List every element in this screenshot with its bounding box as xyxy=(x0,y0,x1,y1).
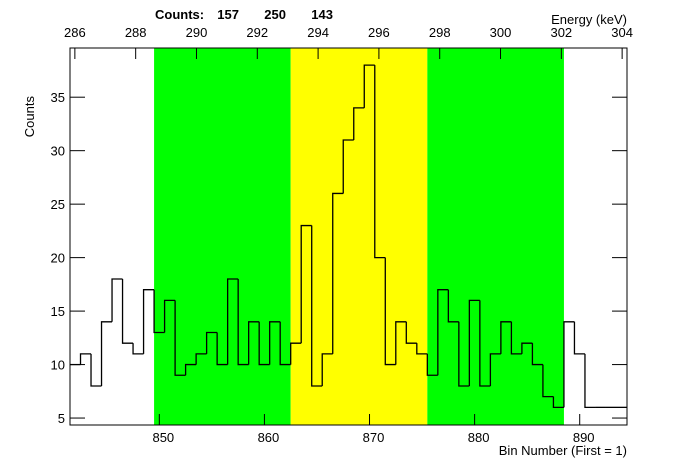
plot-frame xyxy=(69,47,628,426)
histogram-bin xyxy=(290,342,302,365)
y-tick-label: 10 xyxy=(51,358,65,373)
histogram-bin xyxy=(216,332,228,366)
histogram-bin xyxy=(542,364,554,398)
x-tick-label: 870 xyxy=(363,430,385,445)
histogram-bin xyxy=(584,353,596,409)
histogram-bin xyxy=(521,342,533,354)
histogram-bin xyxy=(437,289,449,376)
histogram-bin xyxy=(311,225,323,387)
histogram-bin xyxy=(363,64,375,108)
histogram-bin xyxy=(489,353,501,386)
x2-tick-label: 298 xyxy=(429,25,451,40)
region xyxy=(154,48,291,425)
y-tick-label: 25 xyxy=(51,197,65,212)
histogram-bin xyxy=(237,279,249,366)
histogram-bin xyxy=(384,257,396,366)
x-tick-label: 890 xyxy=(573,430,595,445)
histogram-bin xyxy=(479,300,491,387)
histogram-bin xyxy=(552,396,564,409)
histogram-bin xyxy=(153,289,165,334)
histogram-bin xyxy=(510,321,522,355)
x2-tick-label: 292 xyxy=(246,25,268,40)
region xyxy=(427,48,564,425)
histogram-bin xyxy=(300,224,312,344)
region-count: 143 xyxy=(311,7,333,22)
histogram-bin xyxy=(500,321,512,354)
x2-tick-label: 296 xyxy=(368,25,390,40)
region-count: 157 xyxy=(217,7,239,22)
histogram-bin xyxy=(226,278,239,365)
x-tick-label: 880 xyxy=(468,430,490,445)
histogram-bin xyxy=(279,321,291,366)
histogram-bin xyxy=(426,353,438,376)
histogram-bin xyxy=(195,353,207,365)
histogram-bin xyxy=(563,321,575,408)
histogram-bin xyxy=(458,321,470,387)
histogram-bin xyxy=(447,289,459,323)
histogram-bin xyxy=(573,321,585,355)
region-count: 250 xyxy=(264,7,286,22)
histogram-bin xyxy=(468,299,480,386)
x2-tick-label: 300 xyxy=(490,25,512,40)
histogram-bin xyxy=(342,139,354,194)
histogram-bin xyxy=(353,107,365,140)
histogram-bin xyxy=(531,343,543,366)
histogram-bin xyxy=(269,321,281,365)
histogram-bin xyxy=(111,278,123,322)
x-tick-label: 850 xyxy=(152,430,174,445)
histogram-bin xyxy=(100,321,113,386)
x2-tick-label: 304 xyxy=(611,25,633,40)
y-tick-label: 15 xyxy=(51,304,65,319)
histogram-bin xyxy=(90,353,102,387)
x2-tick-label: 290 xyxy=(186,25,208,40)
x2-tick-label: 302 xyxy=(550,25,572,40)
x-axis-title: Bin Number (First = 1) xyxy=(499,443,627,458)
histogram-bin xyxy=(174,300,186,376)
histogram-bin xyxy=(405,321,417,344)
histogram-bin xyxy=(248,321,260,365)
histogram-bin xyxy=(142,289,155,354)
histogram-bin xyxy=(374,65,386,259)
x2-axis-title: Energy (keV) xyxy=(551,12,627,27)
histogram-bin xyxy=(184,363,197,376)
histogram-bin xyxy=(132,343,144,355)
y-axis-title: Counts xyxy=(22,96,37,138)
histogram-bin xyxy=(163,299,176,333)
histogram-bin xyxy=(395,321,407,365)
x-tick-label: 860 xyxy=(258,430,280,445)
y-tick-label: 5 xyxy=(58,411,65,426)
histogram-bin xyxy=(416,343,428,355)
region xyxy=(290,48,428,425)
histogram-bin xyxy=(332,192,344,354)
histogram-bin xyxy=(121,279,134,344)
histogram-bin xyxy=(79,353,92,365)
y-tick-label: 20 xyxy=(51,251,65,266)
x2-tick-label: 288 xyxy=(125,25,147,40)
histogram-bin xyxy=(205,331,218,354)
counts-label: Counts: xyxy=(155,7,204,22)
x2-tick-label: 286 xyxy=(64,25,86,40)
y-tick-label: 30 xyxy=(51,144,65,159)
x2-tick-label: 294 xyxy=(307,25,329,40)
histogram-bin xyxy=(321,353,333,386)
y-tick-label: 35 xyxy=(51,90,65,105)
histogram-bin xyxy=(258,321,270,366)
